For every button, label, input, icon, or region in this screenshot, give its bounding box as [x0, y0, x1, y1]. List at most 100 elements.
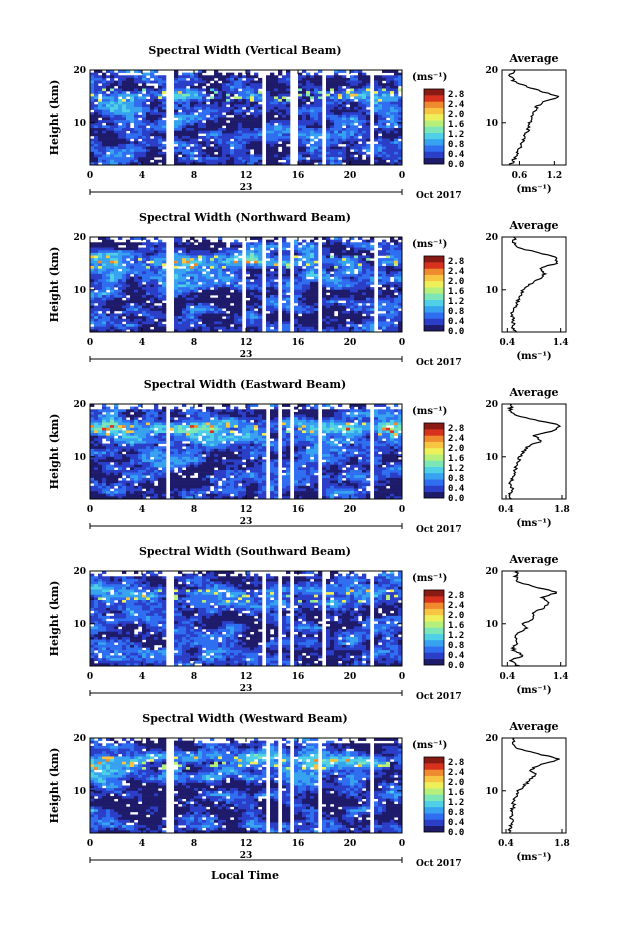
heatmap-cell	[194, 321, 199, 325]
heatmap-cell	[234, 80, 239, 84]
heatmap-cell	[238, 138, 243, 142]
heatmap-cell	[310, 149, 315, 153]
heatmap-cell	[258, 302, 263, 306]
heatmap-cell	[342, 281, 347, 285]
heatmap-cell	[158, 242, 163, 246]
heatmap-cell	[382, 93, 387, 97]
heatmap-cell	[98, 250, 103, 254]
heatmap-cell	[230, 326, 235, 330]
heatmap-cell	[246, 128, 251, 131]
heatmap-cell	[266, 112, 271, 116]
heatmap-cell	[334, 297, 339, 301]
heatmap-cell	[282, 316, 287, 320]
heatmap-cell	[138, 88, 143, 92]
heatmap-cell	[386, 151, 391, 155]
heatmap-cell	[382, 114, 387, 118]
heatmap-cell	[318, 112, 323, 116]
heatmap-cell	[218, 112, 223, 116]
heatmap-cell	[126, 308, 131, 312]
heatmap-cell	[310, 88, 315, 92]
heatmap-cell	[210, 157, 215, 161]
heatmap-cell	[178, 297, 183, 301]
heatmap-cell	[190, 242, 195, 246]
heatmap-cell	[382, 239, 387, 243]
heatmap-cell	[258, 310, 263, 314]
heatmap-cell	[174, 162, 179, 166]
heatmap-cell	[314, 143, 319, 147]
heatmap-cell	[382, 292, 387, 296]
heatmap-cell	[246, 143, 251, 147]
heatmap-cell	[310, 292, 315, 296]
heatmap-cell	[294, 308, 299, 312]
x-tick-label: 20	[344, 171, 357, 181]
heatmap-cell	[394, 268, 399, 272]
heatmap-cell	[182, 329, 187, 333]
heatmap-cell	[190, 93, 195, 97]
heatmap-cell	[326, 96, 331, 100]
heatmap-cell	[230, 157, 235, 161]
heatmap-cell	[214, 101, 219, 105]
heatmap-cell	[126, 313, 131, 317]
heatmap-cell	[222, 80, 227, 84]
heatmap-cell	[282, 284, 287, 288]
heatmap-cell	[270, 159, 275, 163]
average-frame	[501, 69, 567, 166]
heatmap-cell	[242, 80, 247, 84]
heatmap-cell	[314, 316, 319, 320]
heatmap-cell	[294, 271, 299, 275]
heatmap-cell	[386, 128, 391, 131]
heatmap-cell	[162, 310, 167, 314]
heatmap-cell	[354, 289, 359, 293]
x-tick-label: 8	[191, 338, 197, 348]
heatmap-cell	[98, 91, 103, 95]
heatmap-cell	[226, 316, 231, 320]
heatmap-cell	[346, 159, 351, 163]
heatmap-cell	[222, 300, 227, 304]
heatmap-cell	[230, 77, 235, 81]
heatmap-cell	[286, 122, 291, 126]
heatmap-cell	[342, 271, 347, 275]
heatmap-cell	[358, 292, 363, 296]
heatmap-cell	[306, 411, 311, 415]
heatmap-cell	[102, 244, 107, 248]
heatmap-cell	[198, 279, 203, 283]
colorbar-swatch	[424, 139, 444, 146]
heatmap-cell	[350, 242, 355, 246]
heatmap-cell	[250, 268, 255, 272]
heatmap-cell	[274, 258, 279, 262]
heatmap-cell	[298, 271, 303, 275]
heatmap-cell	[350, 260, 355, 264]
heatmap-cell	[134, 135, 139, 139]
heatmap-cell	[258, 329, 263, 333]
heatmap-cell	[342, 287, 347, 291]
heatmap-cell	[390, 268, 395, 272]
heatmap-cell	[326, 143, 331, 147]
heatmap-cell	[274, 146, 279, 150]
y-axis-label: Height (km)	[48, 247, 61, 323]
heatmap-cell	[126, 104, 131, 108]
heatmap-cell	[314, 146, 319, 150]
heatmap-cell	[378, 143, 383, 147]
heatmap-cell	[358, 159, 363, 163]
heatmap-cell	[246, 75, 251, 79]
heatmap-cell	[322, 409, 327, 413]
heatmap-cell	[110, 133, 115, 137]
heatmap-cell	[174, 112, 179, 116]
heatmap-cell	[126, 122, 131, 126]
heatmap-cell	[394, 273, 399, 277]
heatmap-cell	[390, 109, 395, 113]
heatmap-cell	[386, 247, 391, 251]
heatmap-cell	[354, 120, 359, 124]
heatmap-cell	[198, 146, 203, 150]
heatmap-cell	[398, 133, 403, 137]
heatmap-cell	[234, 305, 239, 309]
heatmap-cell	[102, 414, 107, 418]
heatmap-cell	[338, 117, 343, 121]
heatmap-cell	[398, 75, 403, 79]
heatmap-cell	[330, 88, 335, 92]
heatmap-cell	[302, 268, 307, 272]
heatmap-cell	[242, 117, 247, 121]
heatmap-cell	[258, 109, 263, 113]
heatmap-cell	[250, 120, 255, 124]
